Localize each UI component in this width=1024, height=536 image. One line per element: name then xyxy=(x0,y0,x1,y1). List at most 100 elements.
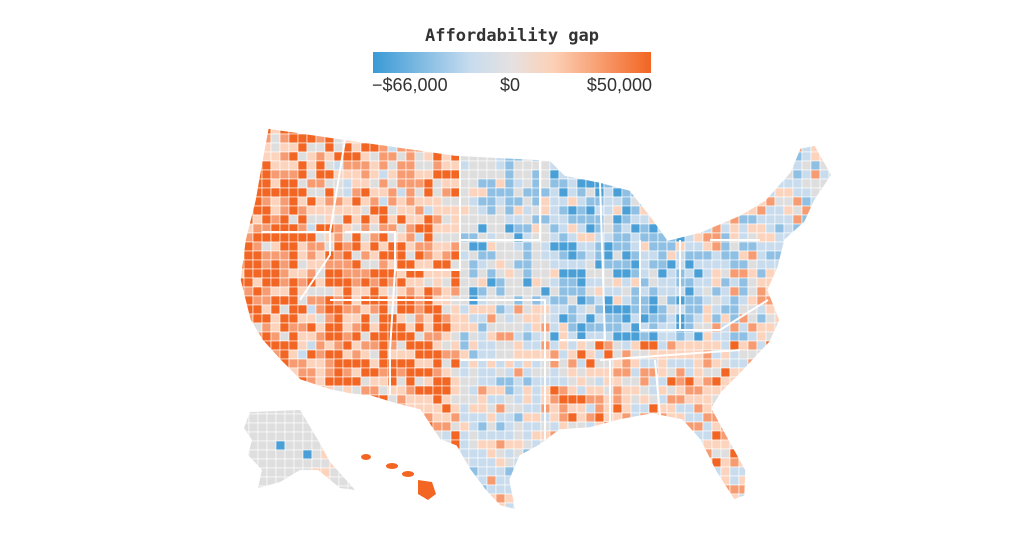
county xyxy=(576,133,587,144)
county xyxy=(369,313,380,324)
county xyxy=(261,205,272,216)
county xyxy=(396,340,407,351)
county xyxy=(477,412,488,423)
county xyxy=(630,376,641,387)
county xyxy=(630,128,641,135)
county xyxy=(288,322,299,333)
county xyxy=(477,385,488,396)
county xyxy=(838,206,847,215)
county xyxy=(342,241,353,252)
county xyxy=(765,232,776,243)
county xyxy=(838,260,847,269)
county xyxy=(648,421,659,432)
county xyxy=(756,169,767,180)
county xyxy=(495,421,506,432)
county xyxy=(585,439,596,450)
county xyxy=(396,367,407,378)
county xyxy=(630,394,641,405)
county xyxy=(306,475,317,486)
county xyxy=(257,449,268,460)
county xyxy=(468,169,479,180)
county xyxy=(441,421,452,432)
county xyxy=(338,410,349,415)
county xyxy=(423,214,434,225)
county xyxy=(603,214,614,225)
county xyxy=(486,322,497,333)
county xyxy=(594,313,605,324)
county xyxy=(702,178,713,189)
county xyxy=(657,169,668,180)
county xyxy=(747,160,758,171)
county xyxy=(621,367,632,378)
county xyxy=(459,331,470,342)
county xyxy=(540,502,551,510)
county xyxy=(819,196,830,207)
county xyxy=(612,277,623,288)
county xyxy=(801,331,812,342)
county xyxy=(270,367,281,378)
county xyxy=(360,349,371,360)
county xyxy=(594,448,605,459)
county xyxy=(468,484,479,495)
county xyxy=(504,403,515,414)
county xyxy=(378,430,389,441)
county xyxy=(504,169,515,180)
county xyxy=(621,502,632,510)
county xyxy=(244,413,250,424)
county xyxy=(603,286,614,297)
county xyxy=(297,241,308,252)
county xyxy=(558,187,569,198)
county xyxy=(495,457,506,468)
county xyxy=(828,466,832,477)
county xyxy=(702,214,713,225)
county xyxy=(441,196,452,207)
county xyxy=(738,448,749,459)
county xyxy=(810,493,821,504)
county xyxy=(243,196,254,207)
county xyxy=(738,196,749,207)
county xyxy=(450,151,461,162)
county xyxy=(342,268,353,279)
county xyxy=(306,169,317,180)
county xyxy=(558,313,569,324)
county xyxy=(792,367,803,378)
county xyxy=(540,493,551,504)
county xyxy=(495,439,506,450)
county xyxy=(297,322,308,333)
county xyxy=(693,128,704,135)
county xyxy=(585,259,596,270)
county xyxy=(266,485,277,490)
county xyxy=(586,512,595,521)
county xyxy=(244,458,250,469)
county xyxy=(450,133,461,144)
county xyxy=(522,277,533,288)
county xyxy=(315,376,326,387)
county xyxy=(531,304,542,315)
county xyxy=(765,128,776,135)
county xyxy=(495,160,506,171)
county xyxy=(243,322,254,333)
county xyxy=(828,250,832,261)
county xyxy=(288,187,299,198)
county xyxy=(666,313,677,324)
county xyxy=(432,205,443,216)
county xyxy=(442,512,451,521)
county xyxy=(801,376,812,387)
county xyxy=(765,412,776,423)
county xyxy=(311,422,322,433)
county xyxy=(279,133,290,144)
county xyxy=(801,259,812,270)
county xyxy=(423,169,434,180)
county xyxy=(612,187,623,198)
county xyxy=(311,440,322,451)
county xyxy=(792,502,803,510)
alaska-counties xyxy=(244,410,355,490)
county xyxy=(558,128,569,135)
county xyxy=(828,151,832,162)
county xyxy=(756,367,767,378)
county xyxy=(369,376,380,387)
county xyxy=(657,340,668,351)
county xyxy=(325,512,334,521)
county xyxy=(369,349,380,360)
county xyxy=(540,196,551,207)
